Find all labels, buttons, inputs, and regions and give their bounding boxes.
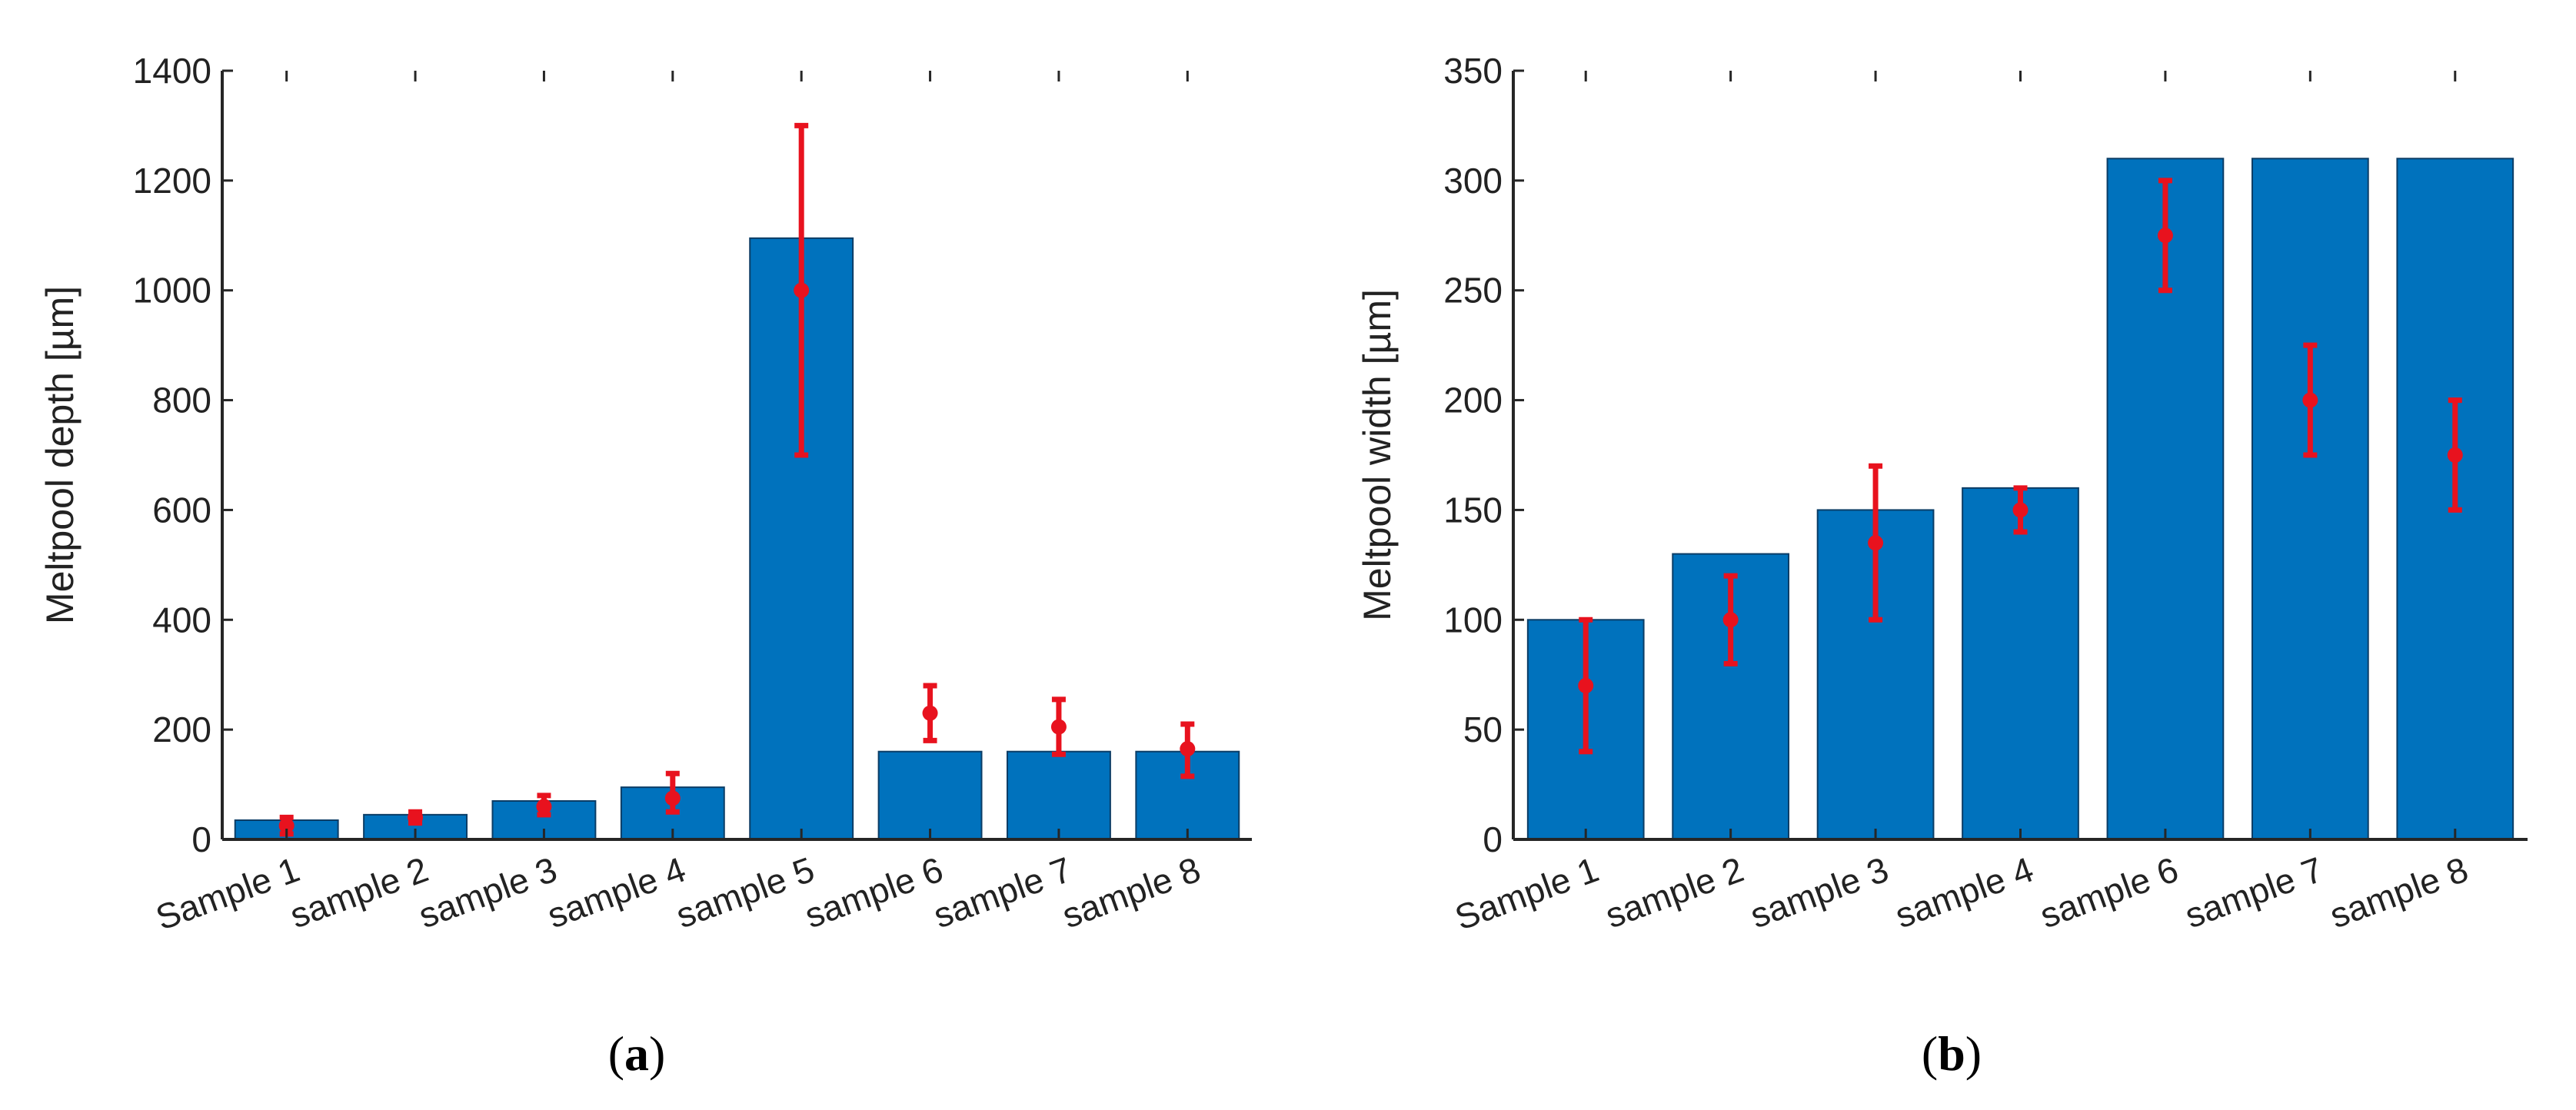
y-tick-label: 200: [1443, 381, 1503, 420]
y-tick-label: 100: [1443, 600, 1503, 640]
error-bar-3: [1868, 463, 1884, 623]
error-bar-3: [536, 793, 552, 818]
x-tick-label: sample 8: [2325, 849, 2473, 936]
x-tick-label: Sample 1: [151, 849, 305, 938]
x-tick-label: sample 7: [2180, 849, 2328, 936]
x-tick-label: sample 4: [542, 849, 691, 936]
error-point: [536, 799, 552, 815]
error-bar-7: [2447, 397, 2463, 513]
error-point: [1868, 535, 1884, 551]
error-point: [2302, 392, 2318, 408]
error-bar-6: [2302, 342, 2318, 458]
y-tick-label: 350: [1443, 51, 1503, 91]
y-tick-label: 200: [152, 710, 211, 749]
bar-6: [877, 750, 983, 841]
error-bar-4: [664, 770, 681, 815]
error-bar-6: [922, 683, 938, 743]
x-tick-label: sample 8: [1057, 849, 1206, 936]
error-bar-1: [1578, 616, 1594, 755]
y-tick-label: 600: [152, 490, 211, 530]
y-axis-title: Meltpool depth [µm]: [38, 286, 82, 624]
error-point: [1050, 719, 1067, 735]
y-tick-label: 1400: [133, 51, 211, 91]
error-point: [1180, 741, 1196, 757]
y-tick-label: 1000: [133, 271, 211, 311]
error-bar-4: [2012, 485, 2029, 535]
y-tick-label: 0: [1483, 819, 1503, 859]
x-tick-label: sample 2: [285, 849, 433, 936]
y-tick-label: 150: [1443, 490, 1503, 530]
x-tick-label: sample 2: [1600, 849, 1749, 936]
panel-a-caption: (a): [608, 1026, 666, 1081]
x-tick-label: sample 5: [671, 849, 819, 936]
error-point: [794, 282, 810, 298]
error-bar-5: [2157, 178, 2173, 294]
error-bar-8: [1180, 721, 1196, 779]
error-bar-7: [1050, 696, 1067, 757]
y-axis-title: Meltpool width [µm]: [1356, 289, 1399, 621]
y-tick-label: 50: [1463, 710, 1503, 749]
bar-6: [2251, 158, 2369, 841]
error-point: [664, 790, 681, 806]
x-tick-label: Sample 1: [1449, 849, 1603, 938]
y-tick-label: 0: [191, 819, 211, 859]
error-point: [1722, 612, 1739, 628]
bar-3: [1816, 509, 1935, 841]
error-point: [2157, 228, 2173, 244]
x-tick-label: sample 4: [1890, 849, 2039, 936]
error-point: [408, 809, 424, 826]
error-bar-2: [408, 809, 424, 826]
bar-7: [1006, 750, 1111, 841]
y-tick-label: 300: [1443, 161, 1503, 201]
error-point: [278, 818, 295, 834]
error-point: [2012, 502, 2029, 518]
panel-b-caption: (b): [1922, 1026, 1982, 1081]
x-tick-label: sample 7: [928, 849, 1077, 936]
y-tick-label: 1200: [133, 161, 211, 201]
x-tick-label: sample 3: [1745, 849, 1893, 936]
bar-4: [1962, 487, 2079, 840]
y-tick-label: 250: [1443, 271, 1503, 311]
error-bar-5: [794, 122, 810, 458]
x-tick-label: sample 3: [414, 849, 562, 936]
y-tick-label: 800: [152, 381, 211, 420]
error-bar-2: [1722, 573, 1739, 666]
x-tick-label: sample 6: [2035, 849, 2183, 936]
y-tick-label: 400: [152, 600, 211, 640]
error-point: [2447, 447, 2463, 463]
error-point: [922, 705, 938, 721]
x-tick-label: sample 6: [800, 849, 948, 936]
error-point: [1578, 678, 1594, 693]
